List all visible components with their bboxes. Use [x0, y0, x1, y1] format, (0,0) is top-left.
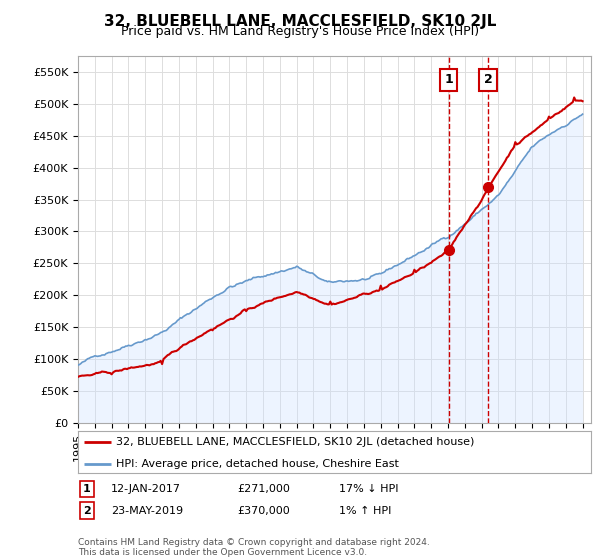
- Text: £271,000: £271,000: [237, 484, 290, 494]
- Text: £370,000: £370,000: [237, 506, 290, 516]
- Text: 12-JAN-2017: 12-JAN-2017: [111, 484, 181, 494]
- Text: 23-MAY-2019: 23-MAY-2019: [111, 506, 183, 516]
- Text: 1: 1: [83, 484, 91, 494]
- Text: 32, BLUEBELL LANE, MACCLESFIELD, SK10 2JL: 32, BLUEBELL LANE, MACCLESFIELD, SK10 2J…: [104, 14, 496, 29]
- Text: 2: 2: [83, 506, 91, 516]
- Text: Contains HM Land Registry data © Crown copyright and database right 2024.
This d: Contains HM Land Registry data © Crown c…: [78, 538, 430, 557]
- Text: 1% ↑ HPI: 1% ↑ HPI: [339, 506, 391, 516]
- Text: 17% ↓ HPI: 17% ↓ HPI: [339, 484, 398, 494]
- Text: Price paid vs. HM Land Registry's House Price Index (HPI): Price paid vs. HM Land Registry's House …: [121, 25, 479, 38]
- Text: 1: 1: [445, 73, 453, 86]
- Text: 32, BLUEBELL LANE, MACCLESFIELD, SK10 2JL (detached house): 32, BLUEBELL LANE, MACCLESFIELD, SK10 2J…: [116, 437, 475, 447]
- Text: HPI: Average price, detached house, Cheshire East: HPI: Average price, detached house, Ches…: [116, 459, 400, 469]
- Text: 2: 2: [484, 73, 493, 86]
